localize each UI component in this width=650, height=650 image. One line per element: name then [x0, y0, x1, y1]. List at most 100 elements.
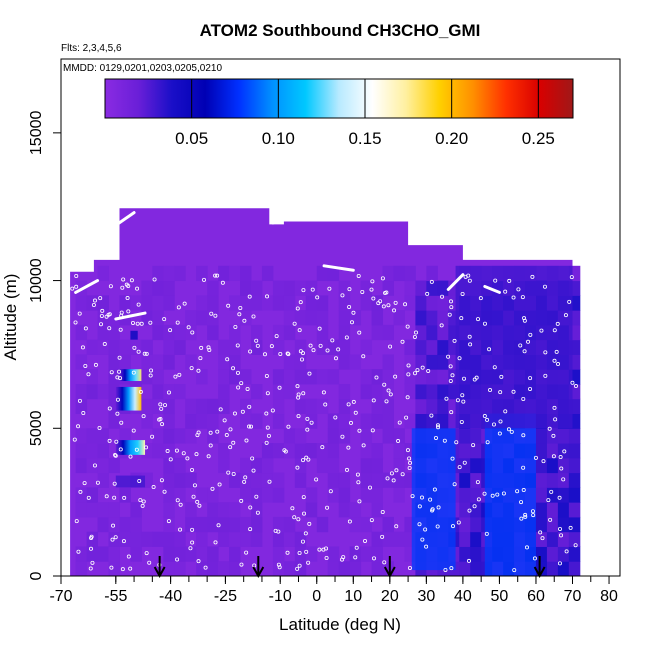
sample-point — [113, 535, 118, 540]
heat-cell — [470, 516, 482, 533]
sample-point — [296, 414, 301, 419]
heat-cell — [294, 369, 307, 385]
heat-cell — [119, 516, 131, 533]
heat-cell — [119, 295, 131, 311]
sample-point — [344, 467, 349, 472]
sample-point — [568, 525, 573, 530]
heat-cell — [349, 546, 362, 562]
sample-point — [452, 338, 457, 343]
heat-cell — [327, 265, 340, 282]
sample-point — [295, 566, 300, 571]
heat-cell — [163, 502, 175, 518]
sample-point — [112, 481, 117, 486]
sample-point — [552, 328, 557, 333]
heat-cell — [272, 383, 285, 400]
heat-cell — [108, 546, 120, 562]
sample-point — [456, 520, 461, 525]
heat-cell — [557, 502, 570, 518]
sample-point — [255, 343, 260, 348]
heat-cell — [152, 383, 164, 400]
heat-cell — [568, 487, 581, 503]
heat-cell — [240, 310, 252, 326]
heat-cell — [218, 443, 230, 459]
heat-cell — [229, 324, 241, 341]
heat-cell — [437, 413, 449, 429]
sample-point — [498, 390, 503, 395]
heat-cell — [119, 531, 131, 547]
heat-cell — [327, 457, 340, 474]
sample-point — [238, 305, 243, 310]
sample-point — [417, 522, 422, 527]
sample-point — [405, 448, 410, 453]
heat-cell — [568, 443, 581, 459]
heat-cell — [283, 383, 296, 400]
heat-cell — [535, 546, 548, 562]
sample-point — [321, 390, 326, 395]
heat-cell — [327, 428, 340, 444]
heat-cell — [218, 383, 230, 400]
heat-cell — [97, 472, 109, 488]
sample-point — [392, 308, 397, 313]
sample-point — [522, 318, 527, 323]
sample-point — [274, 334, 279, 339]
heat-cell — [294, 398, 307, 415]
heat-cell — [349, 561, 362, 576]
heat-cell — [459, 443, 471, 459]
sample-point — [173, 374, 178, 379]
sample-point — [134, 447, 139, 452]
heat-cell — [546, 502, 559, 518]
heat-cell — [75, 398, 88, 415]
sample-point — [248, 349, 253, 354]
sample-point — [299, 357, 304, 362]
sample-point — [286, 424, 291, 429]
colorbar-gradient — [104, 78, 574, 119]
heat-cell — [316, 516, 329, 533]
heat-cell — [86, 339, 99, 355]
heat-cell — [327, 413, 340, 429]
sample-point — [218, 407, 223, 412]
heat-cell — [382, 383, 394, 400]
heat-cell — [327, 472, 340, 488]
sample-point — [467, 334, 472, 339]
heat-cell — [185, 413, 197, 429]
sample-point — [523, 514, 528, 519]
heat-cell — [382, 516, 394, 533]
heat-cell — [371, 443, 384, 459]
heat-cell — [316, 339, 329, 355]
sample-point — [403, 302, 408, 307]
heat-cell — [327, 561, 340, 576]
sample-point — [554, 349, 559, 354]
heat-cell — [448, 310, 460, 326]
sample-point — [370, 279, 375, 284]
sample-point — [270, 408, 275, 413]
heat-cell — [218, 398, 230, 415]
heat-cell — [371, 472, 384, 488]
sample-point — [159, 478, 164, 483]
heat-cell — [185, 428, 197, 444]
heat-cell — [207, 487, 219, 503]
heat-cell — [152, 443, 164, 459]
colorbar-tick-label: 0.05 — [175, 129, 208, 148]
sample-point — [522, 316, 527, 321]
sample-point — [131, 428, 136, 433]
heat-cell — [185, 472, 197, 488]
sample-point — [425, 291, 430, 296]
heat-cell — [382, 428, 394, 444]
sample-point — [384, 399, 389, 404]
sample-point — [340, 434, 345, 439]
sample-point — [210, 486, 215, 491]
sample-point — [282, 448, 287, 453]
heat-cell — [130, 516, 142, 533]
heat-cell — [404, 354, 416, 370]
heat-cell — [404, 546, 416, 562]
heat-cell — [240, 457, 252, 474]
heat-cell — [546, 546, 559, 562]
heat-cell — [174, 531, 186, 547]
heat-cell — [459, 561, 471, 576]
sample-point — [110, 537, 115, 542]
sample-point — [493, 278, 498, 283]
heat-cell — [535, 443, 548, 459]
sample-point — [76, 424, 81, 429]
sample-point — [213, 273, 218, 278]
sample-point — [371, 398, 376, 403]
